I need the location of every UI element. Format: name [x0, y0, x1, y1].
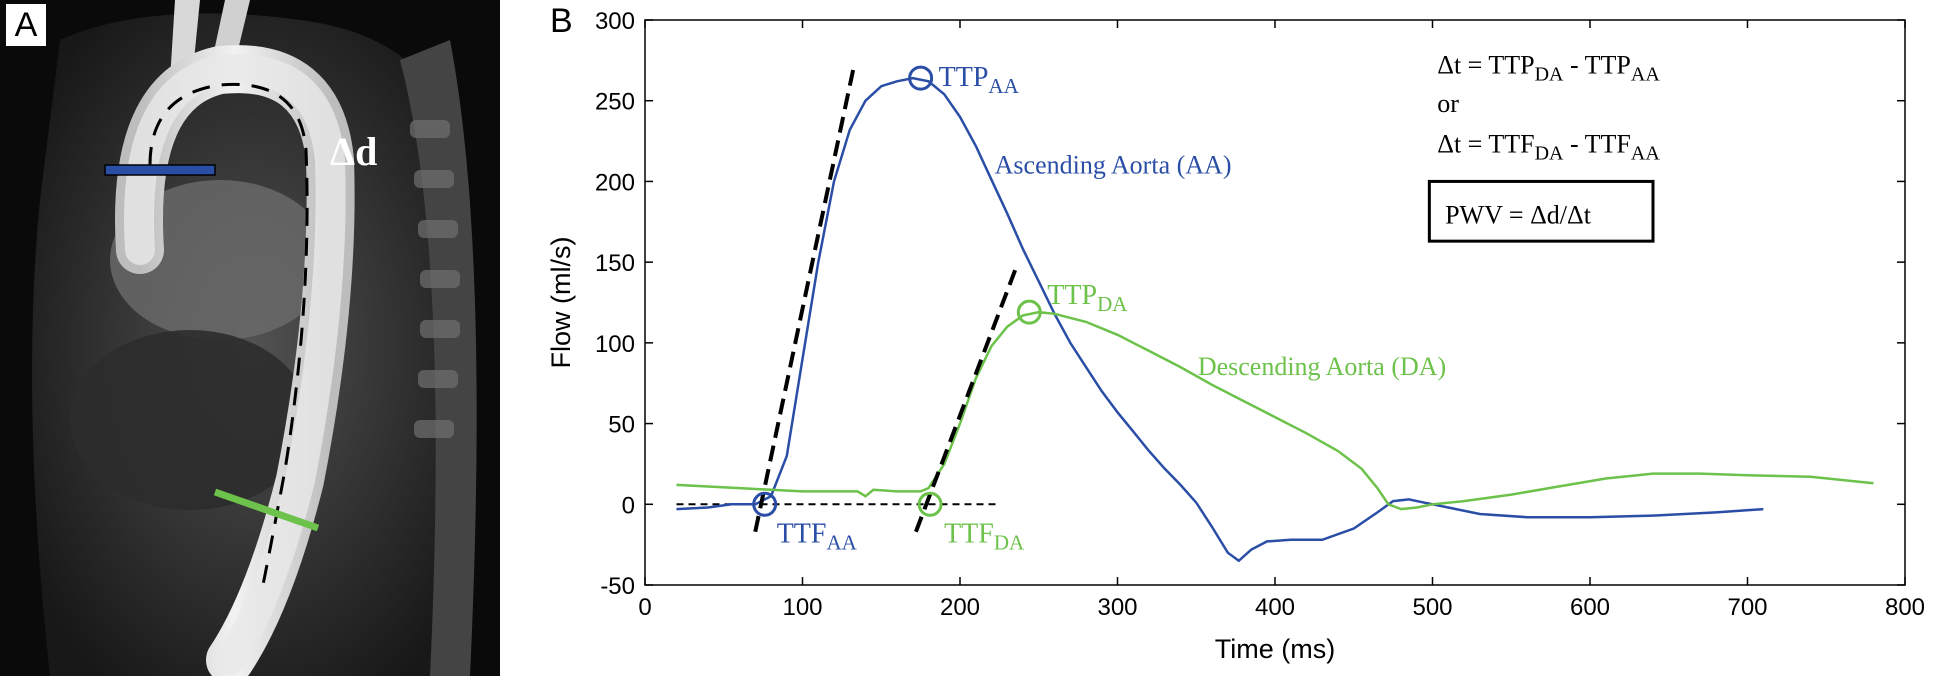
mri-image-panel: Δd A: [0, 0, 500, 681]
x-tick-label: 100: [782, 594, 822, 621]
distance-label: Δd: [330, 129, 377, 174]
axes-frame: [644, 19, 1906, 586]
panel-label-b: B: [550, 2, 573, 40]
y-tick-label: -50: [600, 573, 635, 600]
descending-aorta-slice-marker: [213, 488, 320, 532]
series-line-ascending: [676, 76, 1764, 563]
x-tick-label: 200: [940, 594, 980, 621]
mri-image: Δd: [0, 0, 500, 681]
label-ttp-da: TTPDA: [1047, 280, 1128, 316]
marker-ttf-aa: [752, 491, 778, 517]
series-line-descending: [676, 310, 1874, 511]
series-label-ascending: Ascending Aorta (AA): [995, 150, 1232, 179]
marker-ttf-da: [917, 491, 943, 517]
y-tick-label: 200: [595, 169, 635, 196]
y-tick-label: 150: [595, 250, 635, 277]
y-tick-label: 0: [622, 492, 635, 519]
x-tick-label: 0: [638, 594, 651, 621]
x-axis-label: Time (ms): [1215, 634, 1335, 664]
formula-or: or: [1437, 89, 1459, 118]
formula-line-1: Δt = TTPDA - TTPAA: [1437, 50, 1660, 85]
y-axis-label: Flow (ml/s): [546, 237, 576, 369]
marker-ttp-aa: [908, 65, 934, 91]
marker-ttp-da: [1016, 299, 1042, 325]
flow-chart: 0 100 200 300 400 500 600 700 800-50050100150200…: [546, 2, 1925, 664]
x-tick-label: 300: [1097, 594, 1137, 621]
y-tick-label: 100: [595, 331, 635, 358]
label-ttp-aa: TTPAA: [939, 62, 1020, 98]
ascending-aorta-slice-marker: [104, 164, 216, 176]
aorta-centerline: [148, 82, 309, 591]
series-label-descending: Descending Aorta (DA): [1198, 352, 1446, 381]
x-tick-label: 800: [1885, 594, 1925, 621]
y-tick-label: 50: [608, 412, 635, 439]
panel-label-a: A: [6, 4, 46, 46]
x-tick-label: 500: [1412, 594, 1452, 621]
formula-box-text: PWV = Δd/Δt: [1445, 200, 1592, 229]
x-tick-label: 700: [1727, 594, 1767, 621]
plot-area: 0 100 200 300 400 500 600 700 800-50050100150200…: [546, 2, 1925, 664]
y-tick-label: 300: [595, 8, 635, 35]
label-ttf-da: TTFDA: [944, 518, 1025, 554]
x-tick-label: 400: [1255, 594, 1295, 621]
tangent-line-1: [753, 63, 857, 533]
y-tick-label: 250: [595, 89, 635, 116]
formula-box: [1427, 179, 1655, 243]
formula-line-2: Δt = TTFDA - TTFAA: [1437, 129, 1660, 164]
label-ttf-aa: TTFAA: [777, 518, 858, 554]
x-tick-label: 600: [1570, 594, 1610, 621]
